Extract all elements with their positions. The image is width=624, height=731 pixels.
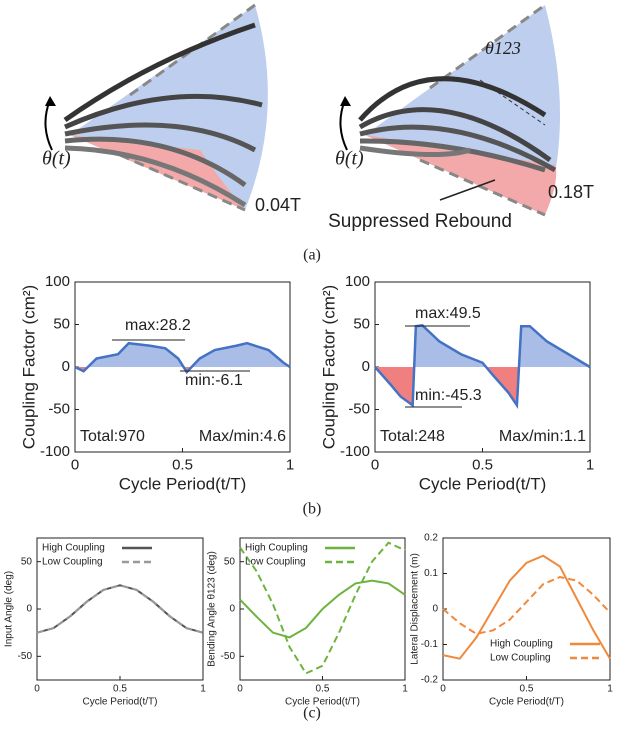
theta-label: θ(t) — [42, 148, 71, 170]
y-tick-label: -50 — [48, 400, 70, 417]
x-tick-label: 1 — [607, 684, 613, 695]
y-tick-label: -100 — [40, 443, 70, 460]
y-tick-label: 0 — [362, 358, 370, 375]
x-tick-label: 1 — [402, 684, 408, 695]
y-tick-label: 0 — [432, 604, 438, 615]
x-tick-label: 1 — [200, 684, 206, 695]
x-tick-label: 1 — [586, 456, 594, 473]
y-tick-label: 50 — [21, 556, 33, 567]
positive-area — [375, 325, 590, 367]
annotation: max:28.2 — [125, 317, 191, 334]
y-tick-label: 0 — [26, 604, 32, 615]
y-tick-label: 0.2 — [424, 533, 438, 544]
x-axis-label: Cycle Period(t/T) — [82, 697, 157, 708]
annotation: min:-45.3 — [415, 387, 482, 404]
y-axis-label: Coupling Factor (cm²) — [19, 285, 38, 449]
time-label: 0.04T — [255, 195, 301, 215]
legend-label: High Coupling — [490, 639, 553, 650]
x-tick-label: 0 — [440, 684, 446, 695]
legend-label: High Coupling — [245, 543, 308, 554]
x-tick-label: 0.5 — [520, 684, 534, 695]
x-tick-label: 0.5 — [172, 456, 193, 473]
y-tick-label: -50 — [348, 400, 370, 417]
annotation: Total:248 — [380, 428, 445, 445]
x-axis-label: Cycle Period(t/T) — [419, 474, 547, 493]
y-axis-label: Lateral Displacement (m) — [410, 553, 421, 665]
line — [442, 576, 611, 635]
caption: (b) — [303, 501, 322, 518]
x-tick-label: 0 — [34, 684, 40, 695]
annotation: Max/min:1.1 — [499, 428, 586, 445]
x-tick-label: 0 — [237, 684, 243, 695]
line — [36, 584, 204, 634]
theta-label: θ(t) — [335, 148, 364, 170]
y-tick-label: -50 — [18, 651, 33, 662]
x-axis-label: Cycle Period(t/T) — [489, 697, 564, 708]
y-tick-label: 0.1 — [424, 568, 438, 579]
legend-label: Low Coupling — [42, 557, 103, 568]
x-tick-label: 0.5 — [316, 684, 330, 695]
fan-left — [44, 3, 268, 212]
line — [442, 554, 611, 660]
y-tick-label: 100 — [45, 273, 70, 290]
y-tick-label: 0 — [229, 604, 235, 615]
annotation: Total:970 — [80, 428, 145, 445]
x-tick-label: 0 — [71, 456, 79, 473]
y-tick-label: 50 — [224, 556, 236, 567]
y-tick-label: 50 — [353, 315, 370, 332]
x-tick-label: 0.5 — [472, 456, 493, 473]
angle-label: θ123 — [485, 38, 521, 58]
y-axis-label: Bending Angle θ123 (deg) — [207, 551, 218, 667]
legend-label: Low Coupling — [245, 557, 306, 568]
x-axis-label: Cycle Period(t/T) — [285, 697, 360, 708]
y-tick-label: 50 — [53, 315, 70, 332]
y-tick-label: -0.1 — [421, 639, 439, 650]
caption: (a) — [303, 247, 321, 264]
y-tick-label: 100 — [345, 273, 370, 290]
legend-label: Low Coupling — [490, 653, 551, 664]
x-tick-label: 0.5 — [113, 684, 127, 695]
line — [36, 584, 204, 634]
x-tick-label: 0 — [371, 456, 379, 473]
fan-right — [339, 3, 560, 217]
positive-area — [75, 343, 290, 367]
y-tick-label: -50 — [221, 651, 236, 662]
time-label: 0.18T — [548, 182, 594, 202]
annotation: max:49.5 — [415, 305, 481, 322]
x-axis-label: Cycle Period(t/T) — [119, 474, 247, 493]
y-tick-label: -0.2 — [421, 675, 439, 686]
y-axis-label: Input Angle (deg) — [4, 571, 15, 647]
line — [74, 341, 291, 375]
line — [239, 579, 406, 639]
legend-label: High Coupling — [42, 543, 105, 554]
annotation: Max/min:4.6 — [199, 428, 286, 445]
line — [374, 324, 591, 410]
annotation: min:-6.1 — [185, 372, 243, 389]
line — [239, 541, 406, 675]
negative-area — [375, 367, 590, 406]
y-axis-label: Coupling Factor (cm²) — [319, 285, 338, 449]
y-tick-label: -100 — [340, 443, 370, 460]
x-tick-label: 1 — [286, 456, 294, 473]
rebound-label: Suppressed Rebound — [328, 211, 512, 232]
y-tick-label: 0 — [62, 358, 70, 375]
caption: (c) — [303, 705, 321, 722]
